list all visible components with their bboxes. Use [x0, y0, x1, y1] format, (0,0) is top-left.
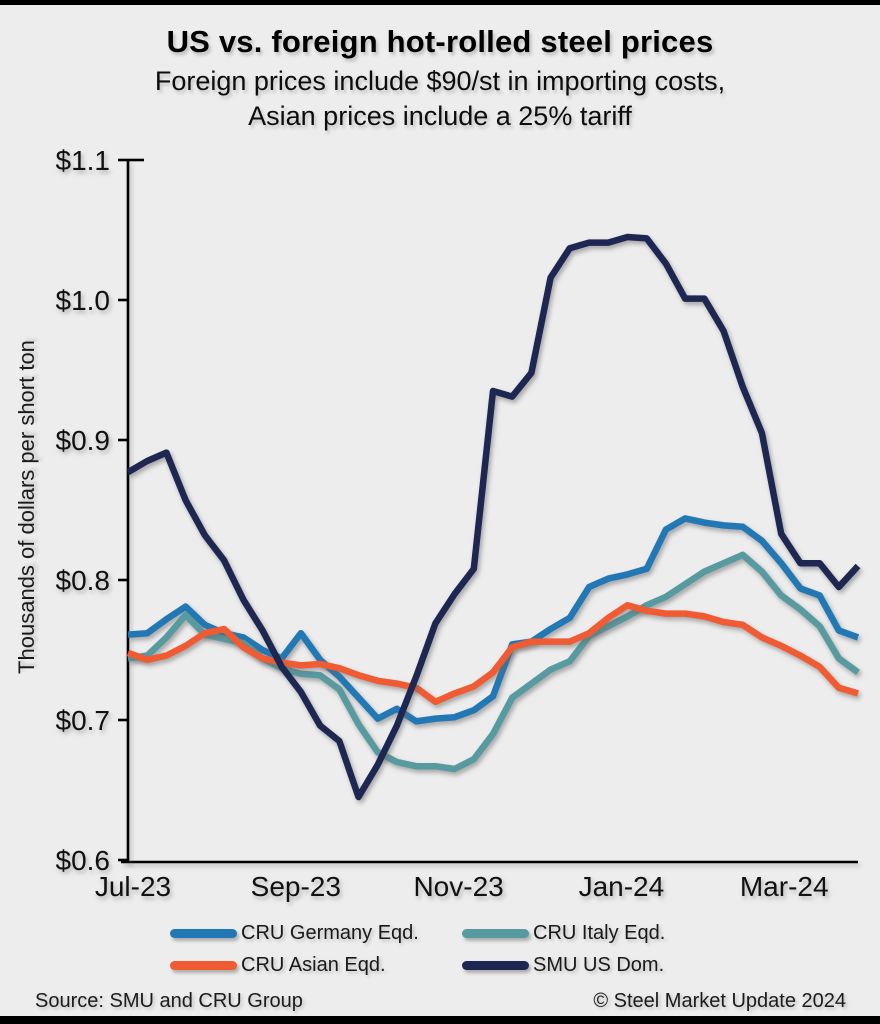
legend-swatch-italy-icon — [462, 929, 529, 938]
legend-label-smu: SMU US Dom. — [533, 954, 665, 976]
source-credit: Source: SMU and CRU Group — [35, 990, 303, 1012]
bottom-border — [0, 1016, 880, 1024]
copyright-credit: © Steel Market Update 2024 — [593, 990, 846, 1012]
chart-subtitle-line1: Foreign prices include $90/st in importi… — [154, 66, 726, 96]
x-tick-label: Jan-24 — [579, 871, 665, 902]
legend: CRU Germany Eqd. CRU Italy Eqd. CRU Asia… — [170, 921, 754, 978]
x-tick-label: Jul-23 — [95, 871, 171, 902]
series-line-smu-us-dom — [126, 233, 861, 801]
legend-swatch-smu-icon — [462, 961, 529, 970]
chart-title: US vs. foreign hot-rolled steel prices — [166, 24, 714, 59]
legend-label-italy: CRU Italy Eqd. — [533, 922, 666, 944]
y-tick-label: $1.1 — [56, 145, 111, 176]
legend-item-cru-italy: CRU Italy Eqd. — [462, 921, 754, 946]
series-line-cru-asian-eqd — [126, 601, 859, 706]
legend-label-germany: CRU Germany Eqd. — [241, 922, 419, 944]
top-border — [0, 0, 880, 5]
legend-item-cru-asian: CRU Asian Eqd. — [170, 953, 462, 978]
y-tick-label: $0.9 — [56, 425, 111, 456]
legend-swatch-asian-icon — [170, 961, 237, 970]
legend-item-cru-germany: CRU Germany Eqd. — [170, 921, 462, 946]
x-tick-label: Mar-24 — [740, 871, 829, 902]
x-tick-label: Sep-23 — [251, 871, 341, 902]
y-tick-label: $0.6 — [56, 845, 111, 876]
y-tick-label: $1.0 — [56, 285, 111, 316]
legend-swatch-germany-icon — [170, 929, 237, 938]
legend-item-smu-us: SMU US Dom. — [462, 953, 754, 978]
y-tick-label: $0.7 — [56, 705, 111, 736]
x-tick-label: Nov-23 — [413, 871, 503, 902]
legend-label-asian: CRU Asian Eqd. — [241, 954, 386, 976]
y-tick-label: $0.8 — [56, 565, 111, 596]
chart-subtitle-line2: Asian prices include a 25% tariff — [248, 101, 632, 131]
series-line-cru-germany-eqd — [127, 515, 860, 725]
